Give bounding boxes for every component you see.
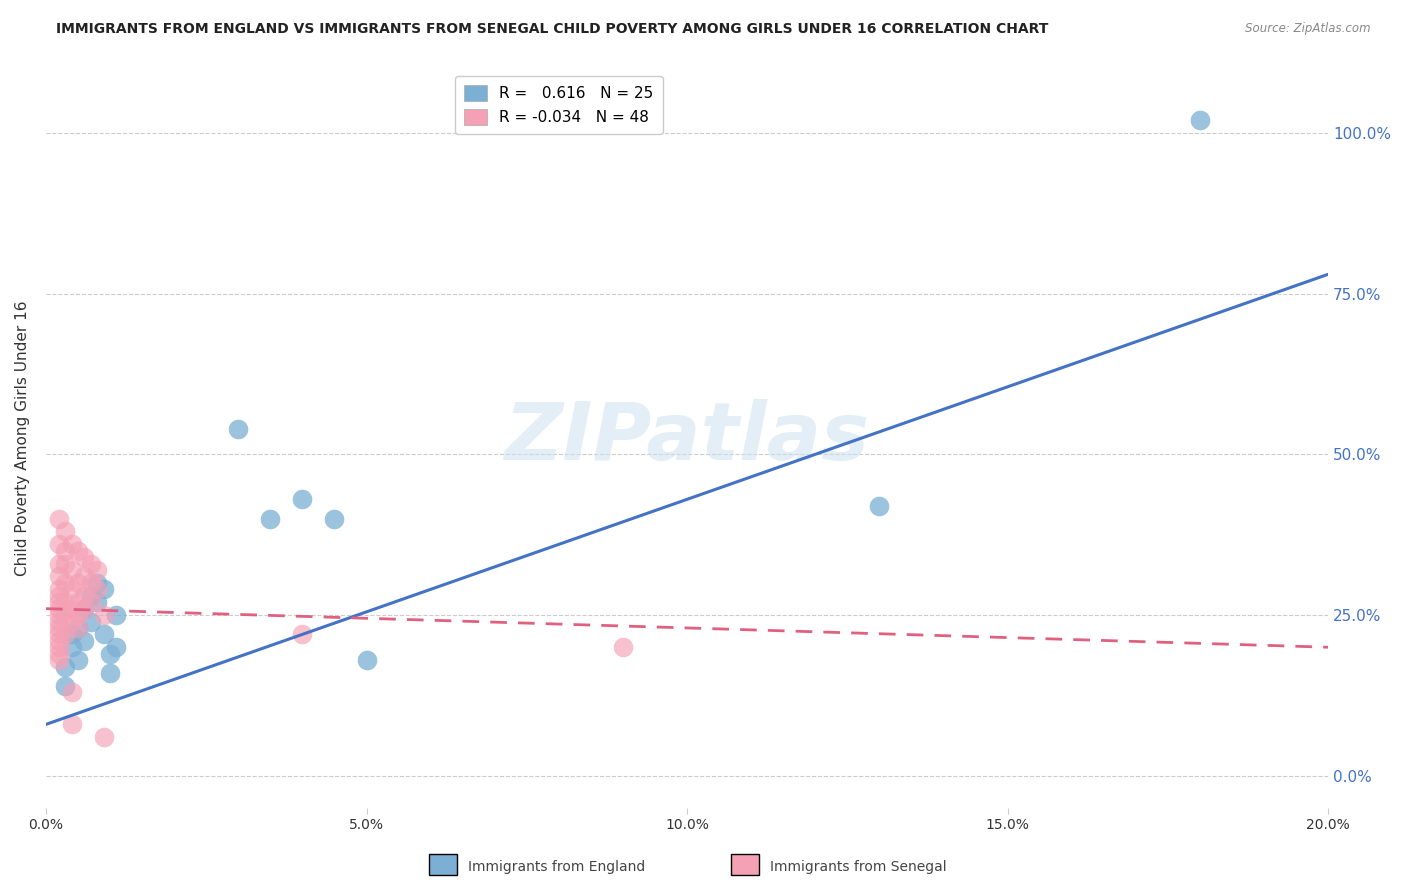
Point <box>66 595 89 609</box>
Point <box>66 621 89 635</box>
Point <box>86 595 108 609</box>
Point <box>93 608 115 623</box>
Point <box>53 543 76 558</box>
Point <box>60 582 83 597</box>
Point <box>93 582 115 597</box>
Point <box>86 563 108 577</box>
Point <box>259 511 281 525</box>
Point <box>48 653 70 667</box>
Point <box>73 569 96 583</box>
Point <box>291 492 314 507</box>
Point <box>105 608 128 623</box>
Point <box>48 621 70 635</box>
Point <box>93 731 115 745</box>
Point <box>60 685 83 699</box>
Legend: R =   0.616   N = 25, R = -0.034   N = 48: R = 0.616 N = 25, R = -0.034 N = 48 <box>456 76 662 134</box>
Point <box>105 640 128 655</box>
Text: Immigrants from Senegal: Immigrants from Senegal <box>770 860 948 874</box>
Point <box>53 608 76 623</box>
Point <box>48 633 70 648</box>
Text: Immigrants from England: Immigrants from England <box>468 860 645 874</box>
Point <box>60 615 83 629</box>
Point <box>86 582 108 597</box>
Point <box>80 615 103 629</box>
Point <box>60 627 83 641</box>
Point <box>48 589 70 603</box>
Point <box>60 640 83 655</box>
Point <box>48 582 70 597</box>
Point <box>1188 112 1211 127</box>
Point <box>48 627 70 641</box>
Point <box>53 595 76 609</box>
Point <box>291 627 314 641</box>
Point <box>73 601 96 615</box>
Point <box>48 537 70 551</box>
Point <box>48 557 70 571</box>
Point <box>86 576 108 591</box>
Point <box>66 543 89 558</box>
Point <box>48 640 70 655</box>
Point <box>66 621 89 635</box>
Point <box>53 627 76 641</box>
Point <box>868 499 890 513</box>
Point <box>60 717 83 731</box>
Point <box>48 569 70 583</box>
Point <box>80 589 103 603</box>
Point <box>66 608 89 623</box>
Text: IMMIGRANTS FROM ENGLAND VS IMMIGRANTS FROM SENEGAL CHILD POVERTY AMONG GIRLS UND: IMMIGRANTS FROM ENGLAND VS IMMIGRANTS FR… <box>56 22 1049 37</box>
Point <box>73 633 96 648</box>
Point <box>73 550 96 565</box>
Point <box>60 537 83 551</box>
Point <box>53 679 76 693</box>
Point <box>98 665 121 680</box>
Point <box>48 601 70 615</box>
Point <box>53 576 76 591</box>
Point <box>53 557 76 571</box>
Text: Source: ZipAtlas.com: Source: ZipAtlas.com <box>1246 22 1371 36</box>
Point <box>66 653 89 667</box>
Point <box>73 589 96 603</box>
Point <box>80 557 103 571</box>
Text: ZIPatlas: ZIPatlas <box>505 400 869 477</box>
Point <box>53 524 76 539</box>
Point <box>66 576 89 591</box>
Point <box>93 627 115 641</box>
Point <box>48 647 70 661</box>
Point <box>48 615 70 629</box>
Point <box>226 422 249 436</box>
Point <box>612 640 634 655</box>
Point <box>60 601 83 615</box>
Point <box>80 595 103 609</box>
Point <box>323 511 346 525</box>
Point <box>48 511 70 525</box>
Point <box>48 608 70 623</box>
Y-axis label: Child Poverty Among Girls Under 16: Child Poverty Among Girls Under 16 <box>15 301 30 576</box>
Point <box>80 576 103 591</box>
Point <box>53 659 76 673</box>
Point <box>60 563 83 577</box>
Point <box>98 647 121 661</box>
Point <box>48 595 70 609</box>
Point <box>356 653 378 667</box>
Point <box>73 601 96 615</box>
